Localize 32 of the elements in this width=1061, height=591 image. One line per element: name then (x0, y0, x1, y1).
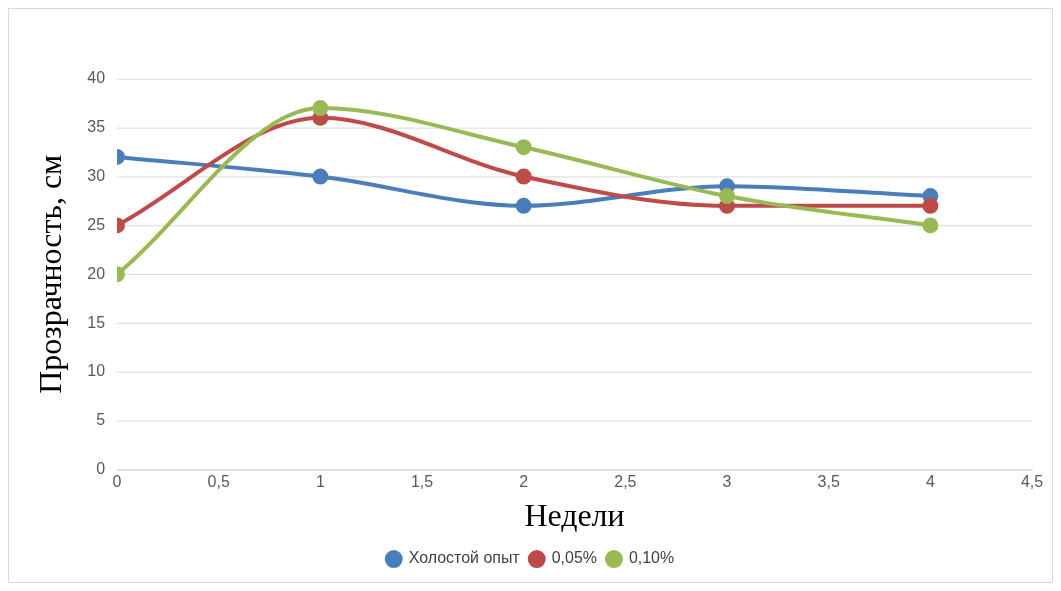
x-tick-label: 1,5 (410, 472, 434, 490)
point (515, 139, 532, 156)
y-tick-label: 30 (87, 166, 106, 184)
point (719, 188, 736, 205)
legend-label: 0,05% (551, 549, 597, 567)
x-tick-label: 1 (315, 472, 325, 490)
point (312, 168, 329, 185)
y-tick-label: 35 (87, 118, 106, 136)
legend-label: 0,10% (628, 549, 675, 567)
x-tick-label: 2,5 (614, 472, 637, 490)
x-tick-label: 4,5 (1020, 472, 1044, 490)
y-tick-label: 0 (96, 460, 106, 478)
x-axis-title: Недели (524, 498, 625, 534)
y-tick-label: 15 (87, 313, 106, 331)
point (515, 197, 532, 214)
y-axis-title: Прозрачность, см (32, 154, 68, 394)
point (312, 100, 329, 117)
point (922, 197, 939, 214)
y-tick-label: 40 (87, 69, 106, 87)
y-tick-label: 20 (87, 264, 106, 282)
point (922, 217, 939, 234)
x-tick-label: 0 (112, 472, 122, 490)
x-tick-label: 4 (925, 472, 935, 490)
y-tick-label: 25 (87, 215, 106, 233)
x-tick-label: 3,5 (817, 472, 840, 490)
point (515, 168, 532, 185)
legend-label: Холостой опыт (408, 549, 521, 567)
y-tick-label: 5 (96, 411, 106, 429)
x-tick-label: 2 (519, 472, 529, 490)
x-tick-label: 3 (722, 472, 732, 490)
x-tick-label: 0,5 (207, 472, 230, 490)
y-tick-label: 10 (87, 362, 106, 380)
